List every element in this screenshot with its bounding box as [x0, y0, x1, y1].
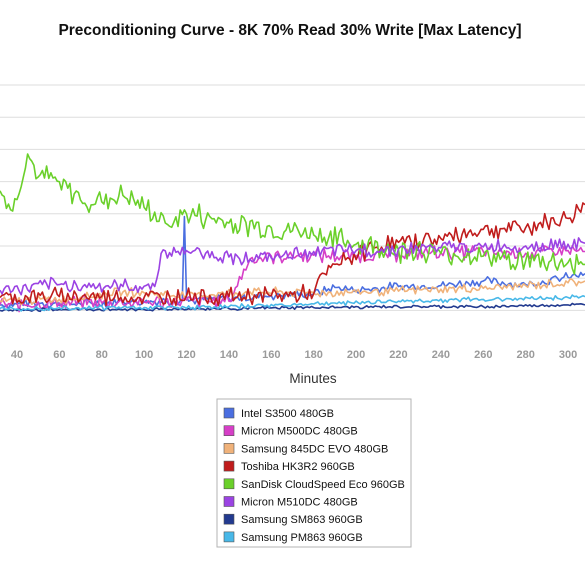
legend-box [216, 398, 412, 548]
grid-lines [0, 84, 585, 311]
series-layer [0, 153, 585, 313]
x-tick-240: 240 [432, 349, 450, 361]
x-tick-260: 260 [474, 349, 492, 361]
legend: Intel S3500 480GB Micron M500DC 480GB Sams… [216, 398, 412, 548]
legend-swatch-2 [223, 443, 235, 454]
x-axis-label: Minutes [289, 371, 337, 386]
legend-swatch-7 [223, 531, 235, 543]
legend-label-0: Intel S3500 480GB [241, 408, 334, 420]
x-tick-200: 200 [347, 349, 365, 361]
x-axis-ticks: 40 60 80 100 120 140 160 180 200 220 240 260 280 300 [11, 349, 577, 361]
legend-swatch-4 [223, 478, 235, 490]
legend-swatch-1 [223, 425, 235, 437]
legend-swatch-5 [223, 496, 235, 507]
series-line-2 [0, 278, 585, 306]
series-line-0 [0, 215, 585, 310]
series-line-4 [0, 153, 585, 275]
legend-label-4: SanDisk CloudSpeed Eco 960GB [241, 479, 405, 491]
x-tick-180: 180 [305, 349, 323, 361]
x-tick-60: 60 [53, 349, 65, 361]
legend-label-5: Micron M510DC 480GB [241, 497, 358, 509]
x-tick-120: 120 [177, 349, 195, 361]
x-tick-140: 140 [220, 349, 238, 361]
legend-label-2: Samsung 845DC EVO 480GB [241, 443, 388, 455]
legend-label-3: Toshiba HK3R2 960GB [241, 461, 355, 473]
series-line-5 [0, 237, 585, 296]
legend-label-1: Micron M500DC 480GB [241, 426, 358, 438]
x-tick-40: 40 [11, 349, 23, 361]
chart-title: Preconditioning Curve - 8K 70% Read 30% … [58, 22, 521, 39]
legend-swatch-6 [223, 513, 235, 525]
series-line-3 [0, 202, 585, 307]
x-tick-280: 280 [516, 349, 534, 361]
x-tick-160: 160 [262, 349, 280, 361]
series-line-6 [0, 302, 585, 313]
x-tick-300: 300 [559, 349, 577, 361]
legend-label-7: Samsung PM863 960GB [241, 532, 363, 544]
series-line-7 [0, 294, 585, 312]
x-tick-100: 100 [135, 349, 153, 361]
legend-swatch-3 [223, 460, 235, 472]
legend-label-6: Samsung SM863 960GB [241, 514, 363, 526]
x-tick-80: 80 [96, 349, 108, 361]
legend-swatch-0 [223, 407, 235, 419]
x-tick-220: 220 [389, 349, 407, 361]
